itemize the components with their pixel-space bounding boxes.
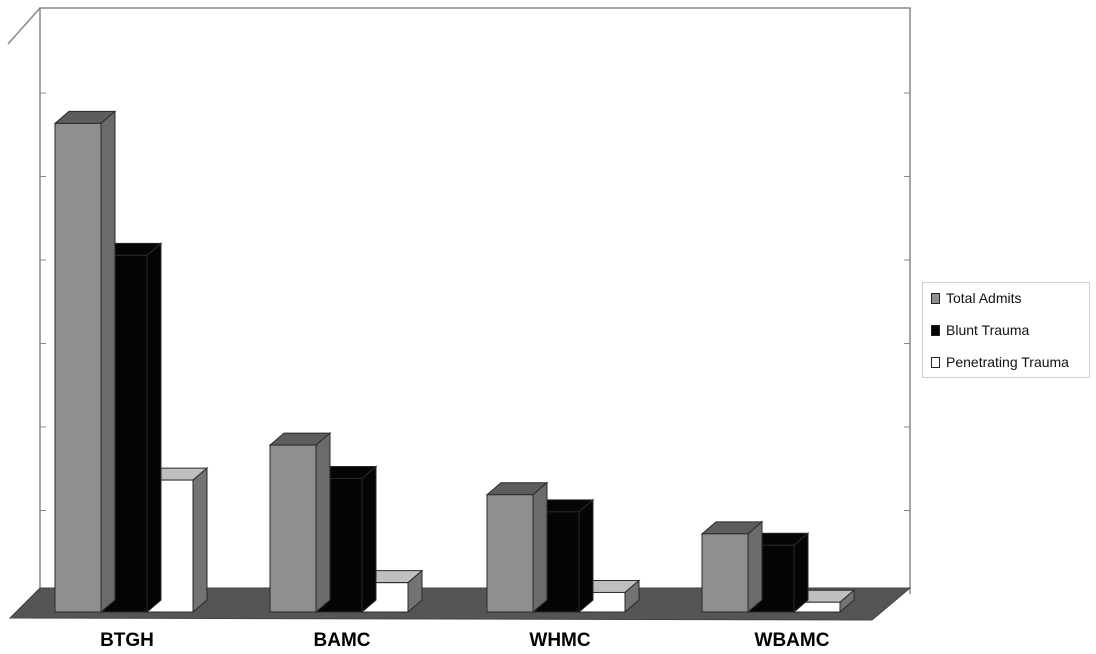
bar-penetrating-trauma-wbamc xyxy=(792,589,856,614)
bar-side-face xyxy=(747,520,763,614)
bar-front-face xyxy=(486,494,534,613)
x-tick-label-wbamc: WBAMC xyxy=(754,630,830,651)
bar-side-face xyxy=(192,466,208,614)
bar-side-face xyxy=(361,465,377,614)
legend-swatch-total-admits xyxy=(931,292,940,304)
bar-side-face xyxy=(793,532,809,614)
side-wall-edge xyxy=(7,7,41,45)
bar-front-face xyxy=(701,533,749,613)
legend-label-blunt-trauma: Blunt Trauma xyxy=(946,322,1030,338)
x-tick-label-whmc: WHMC xyxy=(529,630,591,651)
chart-walls xyxy=(7,7,911,594)
legend-item-penetrating-trauma: Penetrating Trauma xyxy=(931,353,1069,371)
back-wall xyxy=(39,7,911,594)
bars xyxy=(53,110,856,614)
legend-item-blunt-trauma: Blunt Trauma xyxy=(931,321,1029,339)
bar-front-face xyxy=(269,444,317,613)
bar-side-face xyxy=(146,242,162,614)
x-tick-label-bamc: BAMC xyxy=(313,630,371,651)
bar-side-face xyxy=(315,431,331,614)
bar-side-face xyxy=(532,481,548,614)
bar-total-admits-bamc xyxy=(268,431,332,614)
bar-penetrating-trauma-bamc xyxy=(360,569,424,614)
legend: Total Admits Blunt Trauma Penetrating Tr… xyxy=(922,282,1090,378)
floor-plane xyxy=(8,587,912,621)
legend-label-total-admits: Total Admits xyxy=(946,290,1022,306)
bar-total-admits-wbamc xyxy=(700,520,764,614)
bar-front-face xyxy=(54,122,102,613)
legend-item-total-admits: Total Admits xyxy=(931,289,1021,307)
bar-side-face xyxy=(100,110,116,614)
legend-swatch-penetrating-trauma xyxy=(931,356,940,368)
legend-swatch-blunt-trauma xyxy=(931,324,940,336)
chart-floor xyxy=(8,587,912,621)
bar-side-face xyxy=(578,498,594,614)
bar-total-admits-whmc xyxy=(485,481,549,614)
bar-total-admits-btgh xyxy=(53,110,117,614)
x-tick-label-btgh: BTGH xyxy=(100,630,154,651)
legend-label-penetrating-trauma: Penetrating Trauma xyxy=(946,354,1069,370)
